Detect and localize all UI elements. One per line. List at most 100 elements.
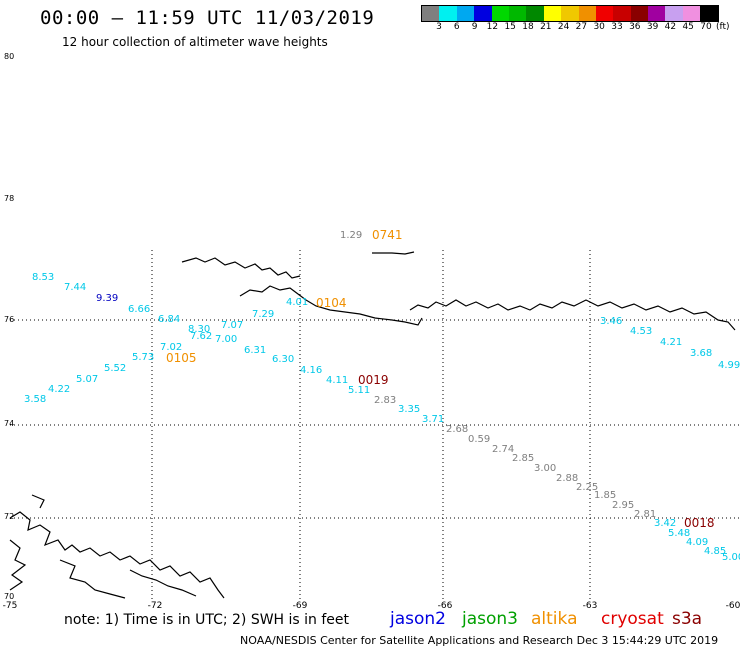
wave-height-value: 3.58 bbox=[24, 394, 47, 405]
longitude-label: -69 bbox=[292, 601, 308, 611]
wave-height-value: 2.25 bbox=[576, 482, 599, 493]
colorbar-unit: (ft) bbox=[716, 22, 730, 32]
colorbar-tick-label: 33 bbox=[611, 22, 623, 32]
units-note: note: 1) Time is in UTC; 2) SWH is in fe… bbox=[64, 612, 350, 628]
wave-height-value: 2.88 bbox=[556, 473, 579, 484]
latitude-label: 74 bbox=[4, 419, 15, 428]
wave-height-value: 4.22 bbox=[48, 384, 71, 395]
wave-height-value: 2.68 bbox=[446, 424, 469, 435]
wave-height-value: 1.29 bbox=[340, 230, 363, 241]
wave-height-value: 3.42 bbox=[654, 518, 677, 529]
map-subtitle: 12 hour collection of altimeter wave hei… bbox=[62, 35, 328, 49]
wave-height-value: 7.07 bbox=[221, 320, 244, 331]
colorbar-swatch bbox=[700, 6, 718, 21]
colorbar-tick-label: 12 bbox=[486, 22, 499, 32]
wave-height-value: 5.52 bbox=[104, 363, 127, 374]
pass-time-label: 0741 bbox=[372, 228, 403, 242]
wave-height-colorbar bbox=[421, 5, 719, 22]
longitude-label: -75 bbox=[2, 601, 18, 611]
colorbar-tick-label: 27 bbox=[575, 22, 588, 32]
colorbar-tick-label: 3 bbox=[436, 22, 442, 32]
colorbar-tick-label: 30 bbox=[593, 22, 605, 32]
colorbar-tick-label: 42 bbox=[664, 22, 677, 32]
colorbar-tick-label: 21 bbox=[540, 22, 552, 32]
wave-height-value: 5.73 bbox=[132, 352, 155, 363]
wave-height-value: 1.85 bbox=[594, 490, 617, 501]
map-title: 00:00 – 11:59 UTC 11/03/2019 bbox=[40, 7, 375, 29]
legend-jason3: jason3 bbox=[462, 609, 518, 629]
wave-height-value: 5.48 bbox=[668, 528, 691, 539]
wave-height-value: 3.68 bbox=[690, 348, 713, 359]
wave-height-value: 3.00 bbox=[534, 463, 557, 474]
colorbar-swatch bbox=[474, 6, 492, 21]
wave-height-value: 8.53 bbox=[32, 272, 55, 283]
colorbar-swatch bbox=[578, 6, 596, 21]
colorbar-swatch bbox=[508, 6, 527, 21]
credit-line: NOAA/NESDIS Center for Satellite Applica… bbox=[240, 634, 719, 647]
wave-height-value: 2.83 bbox=[374, 395, 397, 406]
latitude-label: 80 bbox=[4, 52, 15, 61]
wave-height-value: 5.11 bbox=[348, 385, 371, 396]
latitude-label: 78 bbox=[4, 194, 15, 203]
wave-height-value: 0.59 bbox=[468, 434, 491, 445]
pass-time-label: 0105 bbox=[166, 351, 197, 365]
wave-height-value: 2.74 bbox=[492, 444, 515, 455]
colorbar-swatch bbox=[543, 6, 562, 21]
wave-height-value: 4.01 bbox=[286, 297, 309, 308]
colorbar-swatch bbox=[630, 6, 649, 21]
wave-height-value: 4.11 bbox=[326, 375, 349, 386]
colorbar-swatch bbox=[665, 6, 683, 21]
colorbar-tick-label: 24 bbox=[557, 22, 570, 32]
colorbar-swatch bbox=[682, 6, 701, 21]
wave-height-value: 6.30 bbox=[272, 354, 295, 365]
pass-time-label: 0104 bbox=[316, 296, 347, 310]
colorbar-tick-label: 6 bbox=[453, 22, 460, 32]
legend-s3a: s3a bbox=[672, 609, 703, 629]
longitude-label: -66 bbox=[437, 601, 453, 611]
wave-height-value: 7.02 bbox=[160, 342, 183, 353]
colorbar-tick-label: 18 bbox=[522, 22, 534, 32]
wave-height-value: 5.07 bbox=[76, 374, 99, 385]
colorbar-swatch bbox=[491, 6, 509, 21]
legend-cryosat: cryosat bbox=[601, 609, 664, 629]
colorbar-tick-label: 39 bbox=[646, 22, 659, 32]
wave-height-value: 2.81 bbox=[634, 509, 657, 520]
legend-altika: altika bbox=[531, 609, 578, 629]
wave-height-value: 8.30 bbox=[188, 324, 211, 335]
wave-height-value: 2.85 bbox=[512, 453, 535, 464]
colorbar-tick-label: 15 bbox=[504, 22, 516, 32]
coastline bbox=[9, 251, 736, 599]
colorbar-tick-label: 36 bbox=[629, 22, 641, 32]
wave-height-value: 7.29 bbox=[252, 309, 275, 320]
pass-time-label: 0018 bbox=[684, 516, 715, 530]
longitude-label: -60 bbox=[725, 601, 740, 611]
wave-height-value: 4.99 bbox=[718, 360, 740, 371]
wave-height-value: 6.84 bbox=[158, 314, 181, 325]
colorbar-tick-label: 70 bbox=[700, 22, 712, 32]
wave-height-value: 9.39 bbox=[96, 293, 119, 304]
latitude-label: 76 bbox=[4, 315, 15, 324]
colorbar-swatch bbox=[561, 6, 579, 21]
wave-height-value: 3.35 bbox=[398, 404, 421, 415]
wave-height-value: 3.71 bbox=[422, 414, 445, 425]
colorbar-tick-label: 9 bbox=[471, 22, 478, 32]
wave-height-value: 7.44 bbox=[64, 282, 87, 293]
colorbar-swatch bbox=[595, 6, 614, 21]
colorbar-swatch bbox=[422, 6, 440, 21]
wave-height-value: 3.46 bbox=[600, 316, 623, 327]
pass-time-label: 0019 bbox=[358, 373, 389, 387]
wave-height-value: 6.66 bbox=[128, 304, 151, 315]
colorbar-swatch bbox=[439, 6, 457, 21]
colorbar-swatch bbox=[526, 6, 544, 21]
graticule-grid bbox=[10, 250, 740, 600]
latitude-label: 70 bbox=[4, 592, 15, 601]
longitude-label: -63 bbox=[582, 601, 598, 611]
colorbar-tick-label: 45 bbox=[682, 22, 694, 32]
wave-height-value: 5.00 bbox=[722, 552, 740, 563]
wave-height-value: 7.62 bbox=[190, 331, 213, 342]
latitude-label: 72 bbox=[4, 512, 15, 521]
wave-height-value: 6.31 bbox=[244, 345, 267, 356]
wave-height-value: 4.21 bbox=[660, 337, 683, 348]
